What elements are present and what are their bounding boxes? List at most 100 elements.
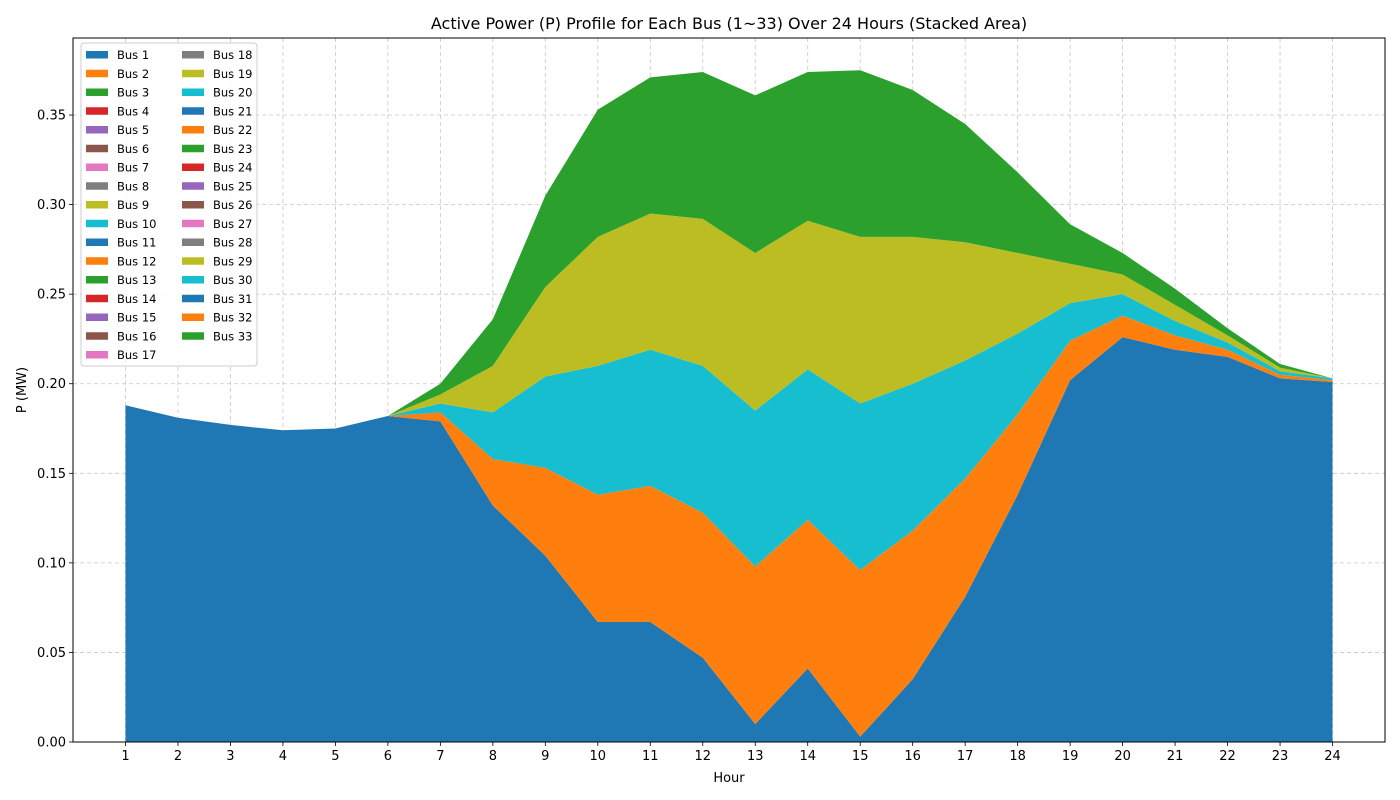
legend-swatch-bus-8 (86, 182, 108, 190)
legend-box (80, 42, 258, 367)
x-tick-label-23: 23 (1272, 749, 1289, 764)
legend-swatch-bus-22 (182, 126, 204, 134)
legend-label-bus-29: Bus 29 (213, 254, 252, 268)
legend-label-bus-24: Bus 24 (213, 161, 252, 175)
x-tick-label-20: 20 (1114, 749, 1131, 764)
legend-label-bus-22: Bus 22 (213, 123, 252, 137)
legend-swatch-bus-17 (86, 351, 108, 359)
legend-label-bus-33: Bus 33 (213, 329, 252, 343)
legend-swatch-bus-31 (182, 294, 204, 303)
legend-label-bus-3: Bus 3 (117, 86, 149, 100)
y-tick-label-3: 0.15 (37, 467, 66, 482)
x-tick-label-16: 16 (904, 749, 921, 764)
x-tick-label-7: 7 (436, 749, 444, 764)
y-tick-label-2: 0.10 (37, 556, 66, 571)
x-tick-label-21: 21 (1167, 749, 1184, 764)
legend-label-bus-31: Bus 31 (213, 292, 252, 306)
legend-label-bus-25: Bus 25 (213, 179, 252, 193)
legend-label-bus-4: Bus 4 (117, 104, 149, 118)
legend-label-bus-18: Bus 18 (213, 48, 252, 62)
legend-swatch-bus-14 (86, 294, 108, 303)
legend-label-bus-26: Bus 26 (213, 198, 252, 212)
x-tick-label-5: 5 (331, 749, 339, 764)
legend-label-bus-32: Bus 32 (213, 311, 252, 325)
x-tick-label-19: 19 (1062, 749, 1079, 764)
legend-swatch-bus-30 (182, 276, 204, 284)
legend-label-bus-20: Bus 20 (213, 86, 252, 100)
legend-label-bus-12: Bus 12 (117, 254, 156, 268)
x-axis-ticks: 1 2 3 4 5 6 7 8 9 10 11 12 13 14 15 16 17 18 19 20 21 22 23 24 (121, 742, 1341, 764)
legend-label-bus-1: Bus 1 (117, 48, 149, 62)
x-tick-label-22: 22 (1219, 749, 1236, 764)
x-tick-label-9: 9 (541, 749, 549, 764)
x-tick-label-12: 12 (694, 749, 711, 764)
legend-swatch-bus-16 (86, 332, 108, 340)
legend-swatch-bus-2 (86, 69, 108, 78)
legend-label-bus-9: Bus 9 (117, 198, 149, 212)
chart-title: Active Power (P) Profile for Each Bus (1… (431, 14, 1027, 33)
legend-label-bus-13: Bus 13 (117, 273, 156, 287)
legend-label-bus-2: Bus 2 (117, 67, 149, 81)
area-bus-20 (125, 294, 1333, 571)
legend-swatch-bus-28 (182, 238, 204, 246)
y-axis-label: P (MW) (15, 367, 30, 413)
legend-label-bus-23: Bus 23 (213, 142, 252, 156)
legend-swatch-bus-11 (86, 238, 108, 246)
x-tick-label-1: 1 (121, 749, 129, 764)
y-tick-label-7: 0.35 (37, 109, 66, 124)
x-tick-label-15: 15 (852, 749, 869, 764)
legend-swatch-bus-9 (86, 201, 108, 209)
legend-label-bus-7: Bus 7 (117, 161, 149, 175)
y-axis-ticks: 0.00 0.05 0.10 0.15 0.20 0.25 0.30 0.35 (37, 109, 73, 751)
x-tick-label-4: 4 (279, 749, 287, 764)
legend-swatch-bus-15 (86, 313, 108, 321)
legend-swatch-bus-4 (86, 107, 108, 115)
x-tick-label-6: 6 (384, 749, 392, 764)
legend-swatch-bus-10 (86, 219, 108, 228)
x-tick-label-13: 13 (747, 749, 764, 764)
legend-swatch-bus-27 (182, 219, 204, 228)
legend-label-bus-28: Bus 28 (213, 236, 252, 250)
y-tick-label-5: 0.25 (37, 288, 66, 303)
legend-label-bus-27: Bus 27 (213, 217, 252, 231)
legend-swatch-bus-12 (86, 257, 108, 265)
x-tick-label-17: 17 (957, 749, 974, 764)
legend-swatch-bus-18 (182, 51, 204, 59)
legend-label-bus-6: Bus 6 (117, 142, 149, 156)
x-tick-label-3: 3 (226, 749, 234, 764)
legend-label-bus-5: Bus 5 (117, 123, 149, 137)
legend-swatch-bus-32 (182, 313, 204, 321)
legend-label-bus-21: Bus 21 (213, 104, 252, 118)
legend: Bus 1 Bus 2 Bus 3 Bus 4 Bus 5 Bus 6 Bus 7 Bus 8… (80, 42, 258, 367)
legend-swatch-bus-20 (182, 88, 204, 96)
legend-label-bus-11: Bus 11 (117, 236, 156, 250)
y-tick-label-0: 0.00 (37, 736, 66, 751)
area-bus-1 (125, 337, 1333, 742)
legend-swatch-bus-21 (182, 107, 204, 115)
y-tick-label-4: 0.20 (37, 377, 66, 392)
x-tick-label-11: 11 (642, 749, 659, 764)
legend-label-bus-17: Bus 17 (117, 348, 156, 362)
legend-swatch-bus-25 (182, 182, 204, 190)
legend-label-bus-14: Bus 14 (117, 292, 156, 306)
x-axis-label: Hour (713, 771, 745, 786)
legend-swatch-bus-19 (182, 69, 204, 78)
legend-label-bus-15: Bus 15 (117, 311, 156, 325)
area-layers (125, 70, 1333, 742)
x-tick-label-10: 10 (590, 749, 607, 764)
legend-swatch-bus-13 (86, 276, 108, 284)
area-bus-29 (125, 213, 1333, 431)
legend-swatch-bus-1 (86, 51, 108, 59)
legend-swatch-bus-33 (182, 332, 204, 340)
legend-swatch-bus-23 (182, 144, 204, 153)
area-bus-33 (125, 70, 1333, 431)
legend-swatch-bus-6 (86, 144, 108, 153)
legend-label-bus-8: Bus 8 (117, 179, 149, 193)
legend-swatch-bus-5 (86, 126, 108, 134)
legend-swatch-bus-29 (182, 257, 204, 265)
area-bus-2 (125, 315, 1333, 737)
legend-swatch-bus-7 (86, 163, 108, 171)
x-tick-label-18: 18 (1009, 749, 1026, 764)
y-tick-label-1: 0.05 (37, 646, 66, 661)
